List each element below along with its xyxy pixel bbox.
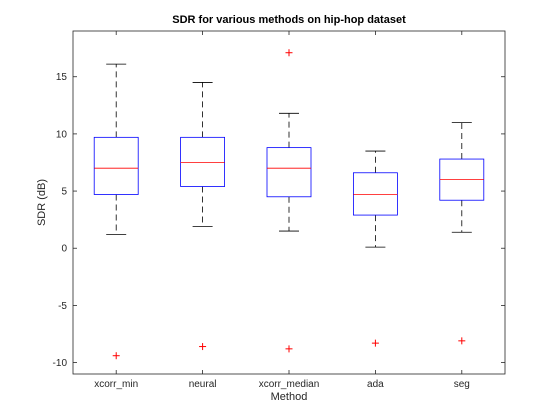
box-series	[93, 49, 485, 360]
outlier-marker	[371, 339, 379, 347]
interquartile-box	[266, 147, 312, 198]
x-tick-label: xcorr_min	[94, 379, 138, 390]
outlier-marker	[112, 352, 120, 360]
x-tick-label: ada	[367, 379, 384, 390]
outlier-marker	[199, 343, 207, 351]
x-tick-label: xcorr_median	[259, 379, 320, 390]
outlier-marker	[285, 49, 293, 57]
interquartile-box	[180, 136, 226, 187]
y-tick-label: -5	[58, 301, 67, 312]
y-tick-label: 5	[61, 187, 67, 198]
outlier-marker	[285, 345, 293, 353]
chart-title: SDR for various methods on hip-hop datas…	[172, 14, 406, 26]
x-tick-label: seg	[454, 379, 470, 390]
y-axis: -10 -5 0 5 10 15	[53, 72, 505, 369]
y-tick-label: -10	[53, 358, 68, 369]
y-tick-label: 10	[56, 129, 68, 140]
y-axis-label: SDR (dB)	[36, 179, 48, 226]
y-tick-label: 15	[56, 72, 68, 83]
x-axis-label: Method	[271, 391, 308, 403]
box-ada	[352, 150, 398, 347]
box-seg	[439, 122, 485, 345]
y-tick-label: 0	[61, 244, 67, 255]
box-neural	[180, 82, 226, 351]
box-xcorr_median	[266, 49, 312, 353]
x-axis: xcorr_min neural xcorr_median ada seg	[94, 31, 470, 390]
box-xcorr_min	[93, 63, 139, 360]
outlier-marker	[458, 337, 466, 345]
interquartile-box	[93, 136, 139, 195]
x-tick-label: neural	[189, 379, 217, 390]
interquartile-box	[352, 172, 398, 216]
